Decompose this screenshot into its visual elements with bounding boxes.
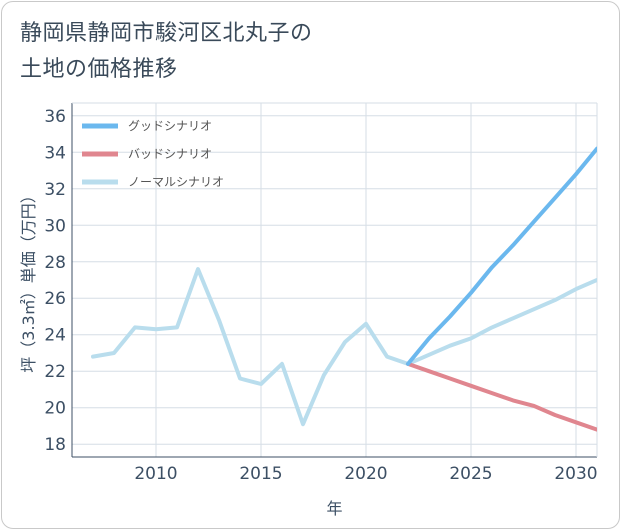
series-line-0 (406, 146, 597, 366)
y-tick-label-20: 20 (44, 399, 66, 419)
y-tick-label-24: 24 (44, 326, 66, 346)
y-tick-label-28: 28 (44, 253, 66, 273)
x-axis-label: 年 (326, 499, 342, 518)
legend-label-2: ノーマルシナリオ (128, 175, 224, 189)
x-tick-label-2020: 2020 (344, 464, 387, 484)
series-line-1 (406, 361, 597, 432)
x-tick-label-2030: 2030 (554, 464, 597, 484)
grid-lines (72, 103, 597, 457)
y-tick-label-22: 22 (44, 362, 66, 382)
y-tick-label-36: 36 (44, 107, 66, 127)
x-tick-label-2025: 2025 (449, 464, 492, 484)
x-tick-label-2015: 2015 (239, 464, 282, 484)
series-line-2 (91, 267, 597, 427)
chart-title-line-1: 静岡県静岡市駿河区北丸子の (20, 21, 313, 46)
legend-label-1: バッドシナリオ (128, 147, 212, 161)
y-tick-label-30: 30 (44, 216, 66, 236)
legend-label-0: グッドシナリオ (128, 119, 212, 133)
y-tick-label-18: 18 (44, 435, 66, 455)
chart-title-line-2: 土地の価格推移 (20, 57, 178, 82)
x-tick-label-2010: 2010 (134, 464, 177, 484)
y-axis-label: 坪（3.3㎡）単価（万円） (19, 187, 38, 372)
y-tick-labels: 18 20 22 24 26 28 30 32 34 36 (44, 107, 66, 455)
y-tick-label-34: 34 (44, 143, 66, 163)
data-series (91, 146, 597, 432)
x-tick-labels: 2010 2015 2020 2025 2030 (134, 464, 597, 484)
y-tick-label-32: 32 (44, 180, 66, 200)
chart-title: 静岡県静岡市駿河区北丸子の 土地の価格推移 (20, 16, 313, 88)
y-tick-label-26: 26 (44, 289, 66, 309)
